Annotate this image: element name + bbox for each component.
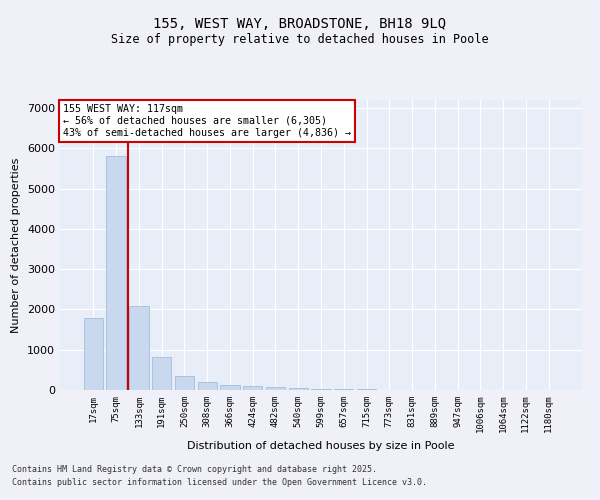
Text: Contains public sector information licensed under the Open Government Licence v3: Contains public sector information licen… — [12, 478, 427, 487]
Bar — [129, 306, 149, 390]
Bar — [84, 318, 103, 390]
X-axis label: Distribution of detached houses by size in Poole: Distribution of detached houses by size … — [187, 441, 455, 451]
Bar — [311, 389, 331, 390]
Bar — [289, 388, 308, 390]
Bar — [175, 376, 194, 390]
Bar — [266, 387, 285, 390]
Text: Size of property relative to detached houses in Poole: Size of property relative to detached ho… — [111, 32, 489, 46]
Text: 155 WEST WAY: 117sqm
← 56% of detached houses are smaller (6,305)
43% of semi-de: 155 WEST WAY: 117sqm ← 56% of detached h… — [62, 104, 350, 138]
Y-axis label: Number of detached properties: Number of detached properties — [11, 158, 22, 332]
Bar — [220, 385, 239, 390]
Bar — [106, 156, 126, 390]
Bar — [334, 389, 353, 390]
Text: 155, WEST WAY, BROADSTONE, BH18 9LQ: 155, WEST WAY, BROADSTONE, BH18 9LQ — [154, 18, 446, 32]
Bar — [243, 386, 262, 390]
Bar — [152, 357, 172, 390]
Bar — [197, 382, 217, 390]
Text: Contains HM Land Registry data © Crown copyright and database right 2025.: Contains HM Land Registry data © Crown c… — [12, 466, 377, 474]
